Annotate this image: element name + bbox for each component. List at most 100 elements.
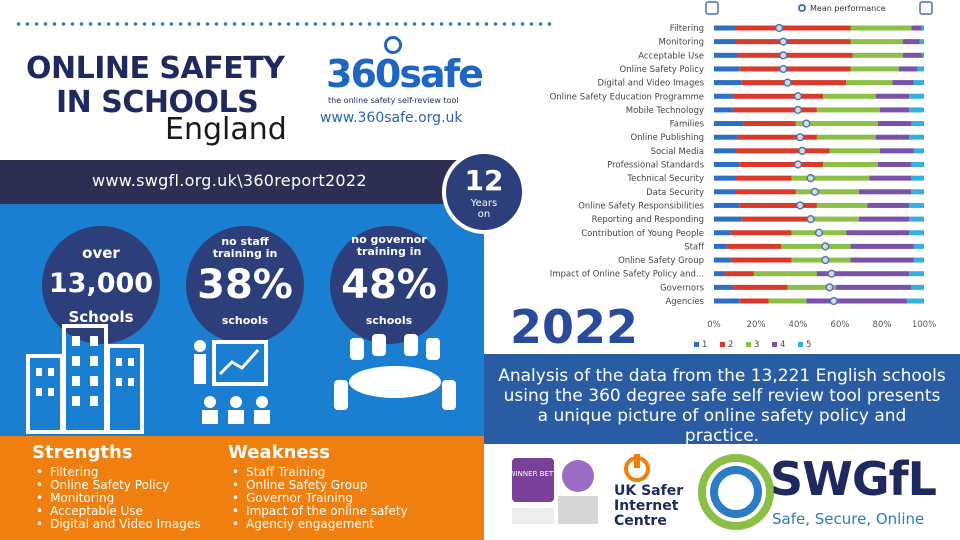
bar-segment — [875, 134, 910, 140]
bar-segment — [907, 298, 924, 304]
bar-segment — [732, 107, 817, 113]
report-url[interactable]: www.swgfl.org.uk\360report2022 — [92, 171, 367, 190]
stat-governor-bottom: schools — [365, 314, 413, 327]
bar-segment — [879, 107, 910, 113]
stat-governor-number: 48% — [341, 262, 437, 308]
bar-segment — [791, 175, 870, 181]
bar-segment — [869, 175, 912, 181]
stat-staff-number: 38% — [197, 262, 293, 308]
bar-segment — [867, 202, 910, 208]
analysis-text: Analysis of the data from the 13,221 Eng… — [484, 354, 960, 446]
bar-segment — [735, 25, 851, 31]
url-360safe[interactable]: www.360safe.org.uk — [320, 110, 463, 126]
mean-performance-marker — [796, 133, 805, 142]
bar-segment — [909, 216, 924, 222]
bar-segment — [739, 298, 769, 304]
bar-segment — [913, 257, 924, 263]
stat-schools-number: 13,000 — [48, 268, 154, 299]
legend-swatch — [772, 342, 777, 347]
x-tick-label: 100% — [912, 320, 936, 330]
bar-segment — [714, 107, 733, 113]
bar-segment — [913, 148, 924, 154]
mean-performance-legend-marker — [798, 4, 806, 12]
dotted-rule — [14, 22, 554, 26]
bar-segment — [921, 52, 924, 58]
mean-performance-marker — [775, 23, 784, 33]
bar-segment — [730, 230, 792, 236]
bar-segment — [739, 202, 817, 208]
bar-segment — [909, 271, 924, 277]
bar-segment — [730, 257, 792, 263]
bar-segment — [812, 216, 859, 222]
category-label: Contribution of Young People — [581, 229, 704, 239]
category-label: Online Publishing — [630, 133, 704, 143]
bar-segment — [850, 257, 914, 263]
bar-segment — [816, 202, 868, 208]
logo-360safe-tagline: the online safety self-review tool — [328, 96, 459, 105]
bar-segment — [835, 284, 912, 290]
bar-segment — [846, 80, 893, 86]
bar-segment — [714, 80, 742, 86]
swgfl-swirl-icon — [698, 454, 774, 530]
bar-segment — [714, 257, 731, 263]
bar-segment — [892, 80, 914, 86]
bar-segment — [879, 148, 914, 154]
bar-segment — [909, 93, 924, 99]
bar-segment — [816, 107, 880, 113]
bar-segment — [735, 148, 830, 154]
bar-segment — [714, 271, 725, 277]
list-item: Acceptable Use — [36, 505, 200, 518]
category-label: Impact of Online Safety Policy and... — [550, 270, 704, 280]
power-icon — [624, 454, 650, 482]
bar-segment — [753, 271, 817, 277]
legend-swatch — [798, 342, 803, 347]
bar-segment — [739, 162, 824, 167]
list-item: Impact of the online safety — [232, 505, 408, 518]
bar-segment — [911, 162, 924, 167]
category-label: Online Safety Responsibilities — [578, 201, 704, 211]
logo-360safe: 360safe the online safety self-review to… — [326, 36, 484, 106]
bar-segment — [735, 175, 792, 181]
bar-segment — [911, 284, 924, 290]
x-tick-label: 80% — [873, 320, 892, 330]
bar-segment — [911, 25, 922, 31]
target-icon — [384, 36, 402, 54]
list-item: Monitoring — [36, 492, 200, 505]
bar-segment — [875, 93, 910, 99]
category-label: Agencies — [665, 297, 704, 307]
bar-segment — [911, 189, 924, 195]
bar-segment — [823, 162, 878, 167]
mean-performance-marker — [827, 269, 836, 278]
x-tick-label: 40% — [789, 320, 808, 330]
report-url-band: www.swgfl.org.uk\360report2022 — [0, 160, 484, 204]
uk-safer-internet-centre-logo: UK Safer Internet Centre — [614, 483, 684, 529]
bar-segment — [714, 298, 740, 304]
mean-performance-marker — [821, 255, 830, 265]
bar-segment — [911, 175, 924, 181]
bar-segment — [714, 52, 738, 58]
stat-staff-circle: no staff training in 38% schools — [186, 226, 304, 344]
category-label: Online Safety Policy — [620, 65, 704, 75]
legend-label: 3 — [754, 340, 759, 350]
bar-segment — [739, 66, 851, 72]
legend-label: 4 — [780, 340, 785, 350]
bar-segment — [919, 39, 924, 45]
bar-segment — [714, 162, 740, 167]
mean-performance-marker — [825, 283, 834, 292]
bar-segment — [816, 134, 876, 140]
bar-segment — [743, 121, 796, 127]
mean-performance-marker — [821, 242, 830, 251]
bar-segment — [714, 93, 733, 99]
mean-performance-marker — [793, 105, 803, 115]
bar-segment — [850, 66, 899, 72]
thumbs-up-icon — [705, 1, 719, 15]
bar-segment — [741, 216, 813, 222]
mean-performance-marker — [802, 119, 811, 128]
bar-segment — [909, 202, 924, 208]
bar-segment — [768, 298, 807, 304]
boardroom-icon — [334, 334, 456, 410]
bar-segment — [735, 39, 851, 45]
strengths-list: Filtering Online Safety Policy Monitorin… — [36, 466, 200, 531]
buildings-icon — [26, 324, 144, 434]
performance-chart: Mean performance Filtering Monitoring Accep… — [550, 1, 936, 350]
